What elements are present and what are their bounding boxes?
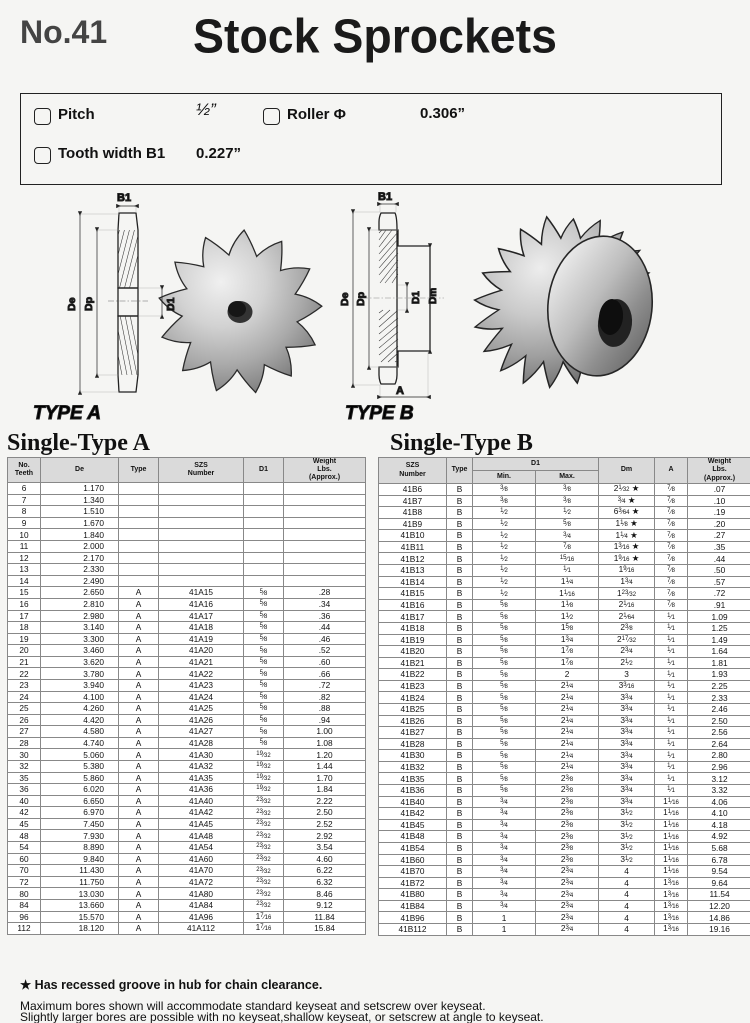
svg-text:A: A [396,385,404,397]
svg-text:TYPE B: TYPE B [345,403,414,424]
svg-text:De: De [66,297,78,311]
svg-text:B1: B1 [117,192,131,204]
svg-text:De: De [339,292,351,306]
svg-text:Dp: Dp [83,297,95,311]
svg-text:B1: B1 [378,191,392,203]
svg-text:Dp: Dp [355,292,367,306]
svg-text:TYPE A: TYPE A [33,403,101,424]
svg-text:D1: D1 [411,291,422,304]
svg-text:Dm: Dm [428,288,439,304]
svg-text:D1: D1 [165,297,177,311]
